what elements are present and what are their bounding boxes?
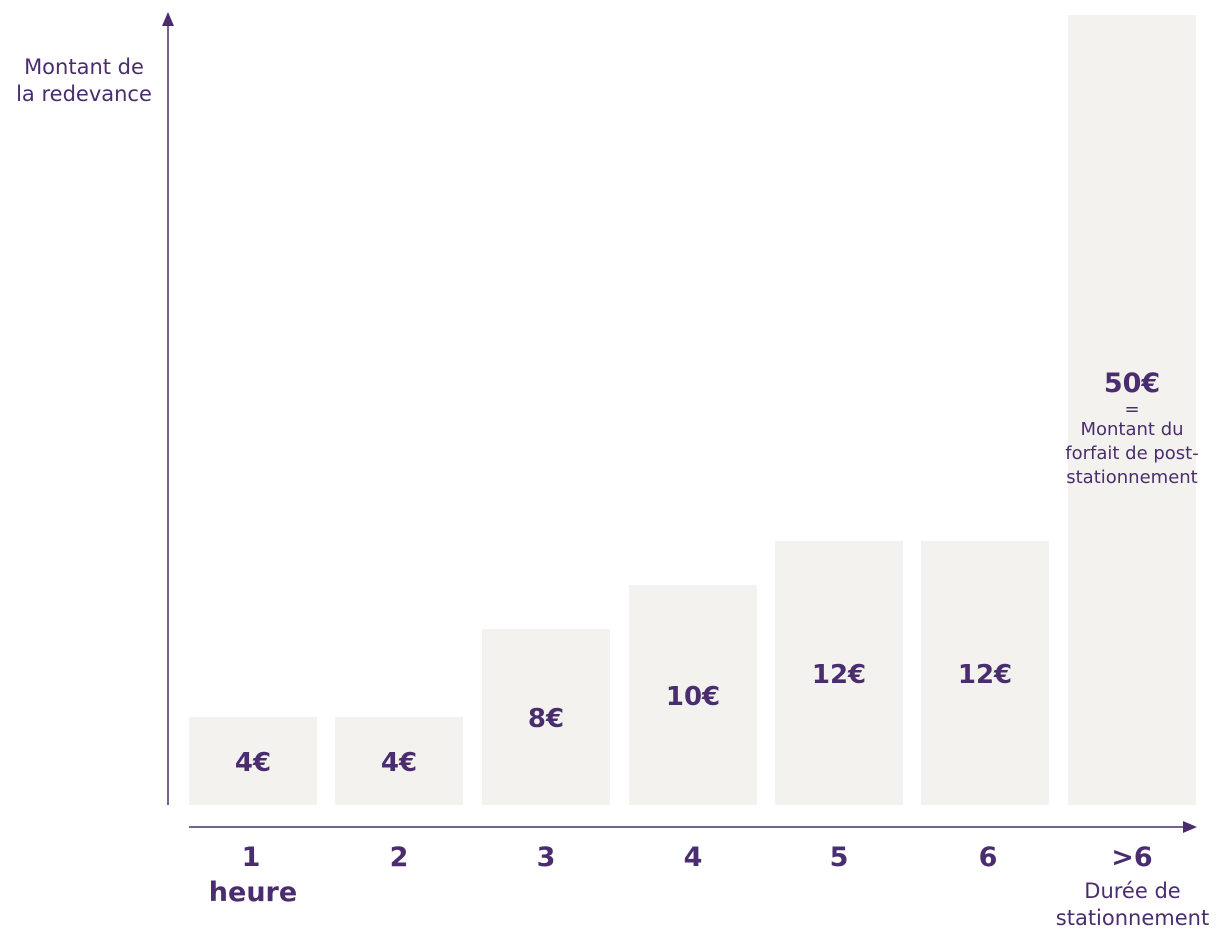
bar-value-label: 4€	[235, 748, 271, 778]
x-tick-label: 5	[830, 842, 849, 873]
bar-2	[335, 717, 463, 805]
x-axis-label: Durée de stationnement	[1055, 879, 1210, 930]
labels: 4€ 1 heure 4€ 2 8€ 3 10€ 4 12€ 5 12€ 6 >6	[209, 660, 1153, 908]
bar-value-label: 10€	[666, 682, 720, 712]
x-tick-label: 4	[684, 842, 703, 873]
bar-value-label: 12€	[812, 660, 866, 690]
bar-1	[189, 717, 317, 805]
bar-5	[775, 541, 903, 805]
bar-value-label: 8€	[528, 704, 564, 734]
x-tick-sublabel: heure	[209, 877, 297, 908]
last-bar-equals: =	[1124, 399, 1140, 420]
x-tick-label: 3	[537, 842, 556, 873]
axes	[162, 12, 1197, 833]
x-tick-label: 6	[979, 842, 998, 873]
x-axis-arrow-icon	[1183, 821, 1197, 833]
last-bar-note: 50€ = Montant du forfait de post- statio…	[1062, 366, 1202, 490]
x-tick-label: 2	[390, 842, 409, 873]
bar-3	[482, 629, 610, 805]
bar-value-label: 12€	[958, 660, 1012, 690]
y-axis-label: Montant de la redevance	[16, 55, 152, 106]
bar-7	[1068, 15, 1196, 805]
last-bar-value-label: 50€	[1103, 368, 1161, 399]
bar-4	[629, 585, 757, 805]
last-bar-note-text: Montant du forfait de post- stationnemen…	[1065, 419, 1199, 488]
bar-6	[921, 541, 1049, 805]
y-axis-arrow-icon	[162, 12, 174, 26]
bars	[189, 15, 1196, 805]
x-tick-label: 1	[242, 842, 261, 873]
bar-value-label: 4€	[381, 748, 417, 778]
x-tick-label: >6	[1111, 842, 1152, 873]
